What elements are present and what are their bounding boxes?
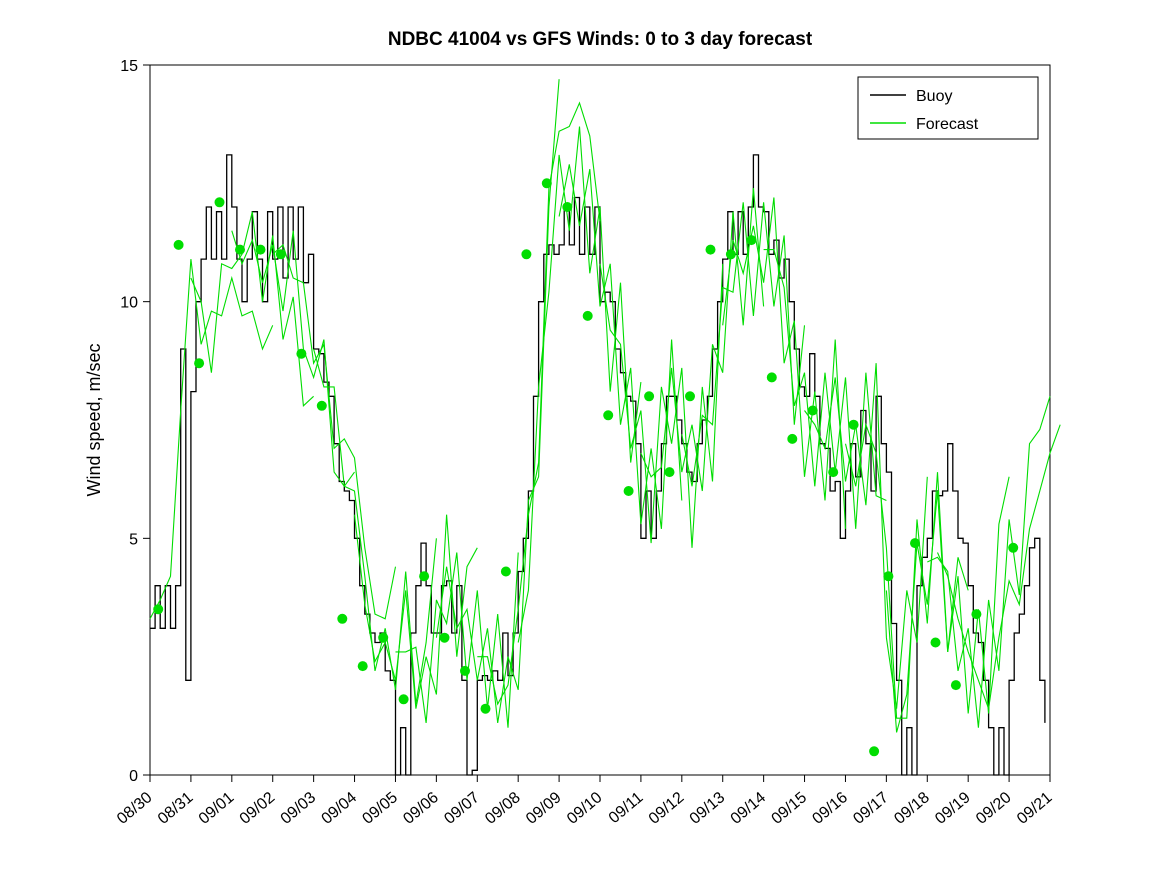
forecast-marker xyxy=(235,244,245,255)
forecast-marker xyxy=(194,358,205,369)
forecast-marker xyxy=(439,632,450,643)
y-tick-label: 5 xyxy=(129,531,138,548)
forecast-marker xyxy=(316,400,327,411)
forecast-marker xyxy=(337,613,348,624)
forecast-marker xyxy=(664,467,675,478)
forecast-run-line xyxy=(681,202,806,487)
x-tick-label: 09/06 xyxy=(400,789,442,828)
forecast-marker xyxy=(950,680,961,691)
x-tick-label: 09/18 xyxy=(891,789,933,828)
forecast-marker xyxy=(255,244,266,255)
chart-title: NDBC 41004 vs GFS Winds: 0 to 3 day fore… xyxy=(388,29,813,50)
forecast-marker xyxy=(930,637,941,648)
forecast-marker xyxy=(460,665,470,676)
x-tick-label: 09/10 xyxy=(564,789,606,828)
forecast-run-line xyxy=(640,188,765,492)
forecast-run-line xyxy=(763,249,887,529)
forecast-marker xyxy=(848,419,859,430)
legend-label: Buoy xyxy=(916,88,952,105)
x-tick-label: 09/07 xyxy=(441,789,483,828)
x-tick-label: 09/13 xyxy=(687,789,729,828)
x-tick-label: 08/31 xyxy=(155,789,197,828)
y-axis-label: Wind speed, m/sec xyxy=(84,343,104,496)
forecast-marker xyxy=(378,632,389,643)
forecast-run-line xyxy=(435,79,560,723)
x-tick-label: 09/08 xyxy=(482,789,524,828)
forecast-marker xyxy=(705,244,716,255)
forecast-marker xyxy=(214,197,225,208)
forecast-marker xyxy=(883,571,894,582)
forecast-marker xyxy=(766,372,777,383)
forecast-run-line xyxy=(558,164,683,529)
forecast-marker xyxy=(807,405,818,416)
x-tick-label: 09/12 xyxy=(646,789,688,828)
forecast-run-line xyxy=(936,424,1061,709)
forecast-run-line xyxy=(885,476,1010,733)
forecast-run-line xyxy=(477,101,601,706)
x-tick-label: 09/05 xyxy=(359,789,401,828)
forecast-marker xyxy=(910,538,920,549)
forecast-marker xyxy=(644,391,655,402)
x-tick-label: 09/21 xyxy=(1014,789,1056,828)
forecast-run-line xyxy=(313,348,437,705)
legend-label: Forecast xyxy=(916,116,979,133)
forecast-marker xyxy=(746,235,757,246)
forecast-marker xyxy=(1008,542,1019,553)
x-tick-label: 09/20 xyxy=(973,789,1015,828)
x-tick-label: 09/14 xyxy=(728,789,770,828)
x-tick-label: 09/16 xyxy=(809,789,851,828)
forecast-run-line xyxy=(927,396,1051,728)
forecast-run-line xyxy=(599,263,724,548)
forecast-marker xyxy=(153,604,164,615)
forecast-marker xyxy=(685,391,695,402)
forecast-run-line xyxy=(517,126,642,643)
plot-box xyxy=(149,64,1051,776)
forecast-marker xyxy=(869,746,880,757)
x-tick-label: 09/15 xyxy=(769,789,811,828)
x-tick-label: 09/03 xyxy=(278,789,320,828)
legend-box xyxy=(857,76,1039,140)
forecast-run-line xyxy=(722,197,847,529)
x-tick-label: 08/30 xyxy=(114,789,156,828)
forecast-run-line xyxy=(231,230,355,488)
x-tick-label: 09/09 xyxy=(523,789,565,828)
forecast-marker xyxy=(500,566,511,577)
forecast-marker xyxy=(725,249,736,260)
forecast-run-line xyxy=(844,422,969,719)
forecast-run-line xyxy=(272,243,397,620)
y-tick-label: 0 xyxy=(129,768,138,785)
forecast-run-line xyxy=(804,363,928,709)
y-tick-label: 15 xyxy=(120,58,138,75)
forecast-marker xyxy=(541,178,552,189)
forecast-marker xyxy=(419,571,430,582)
x-tick-label: 09/17 xyxy=(850,789,892,828)
forecast-marker xyxy=(787,433,798,444)
forecast-run-line xyxy=(395,552,519,728)
forecast-marker xyxy=(562,202,573,212)
forecast-marker xyxy=(398,694,409,705)
forecast-marker xyxy=(357,661,368,672)
forecast-marker xyxy=(480,703,491,714)
forecast-run-line xyxy=(353,514,478,709)
x-tick-label: 09/02 xyxy=(237,789,279,828)
forecast-marker xyxy=(275,249,286,260)
forecast-marker xyxy=(971,609,982,620)
forecast-marker xyxy=(582,310,593,321)
forecast-marker xyxy=(296,348,307,359)
forecast-marker xyxy=(521,249,532,260)
y-tick-label: 10 xyxy=(120,295,138,312)
x-tick-label: 09/01 xyxy=(196,789,238,828)
forecast-run-line xyxy=(149,259,274,620)
forecast-marker xyxy=(828,467,839,478)
forecast-marker xyxy=(173,239,184,250)
x-tick-label: 09/19 xyxy=(932,789,974,828)
x-tick-label: 09/04 xyxy=(319,789,361,828)
forecast-marker xyxy=(603,410,614,421)
forecast-run-line xyxy=(190,211,314,407)
x-tick-label: 09/11 xyxy=(606,789,647,827)
forecast-marker xyxy=(623,486,634,496)
